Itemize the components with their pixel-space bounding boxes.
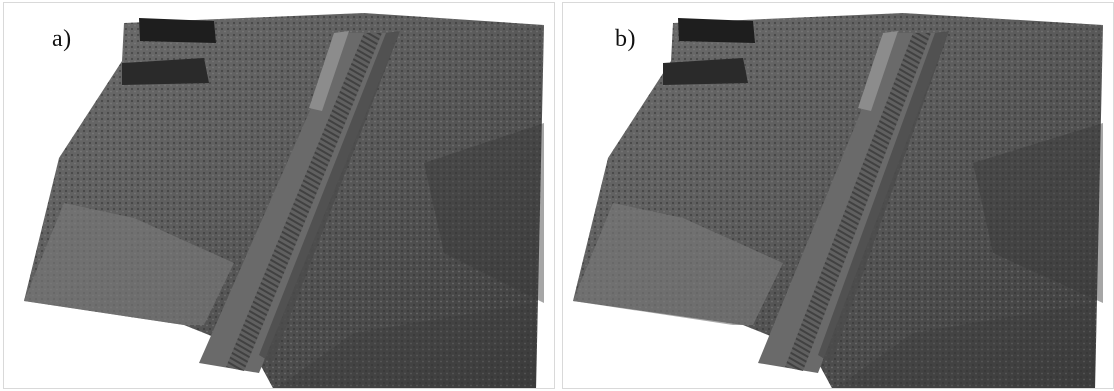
terrain-surface-b [573, 13, 1103, 388]
building-a [139, 18, 216, 43]
wall-left-b [858, 31, 898, 111]
wall-left-a [309, 31, 349, 111]
panel-b: b) [562, 2, 1114, 389]
wall-right-b [818, 31, 949, 363]
building-b [678, 18, 755, 43]
wall-right-a [259, 31, 400, 363]
terrain-surface-a [24, 13, 544, 388]
panel-a: a) [3, 2, 555, 389]
panel-label-a: a) [52, 26, 72, 52]
panel-label-b: b) [615, 26, 636, 52]
